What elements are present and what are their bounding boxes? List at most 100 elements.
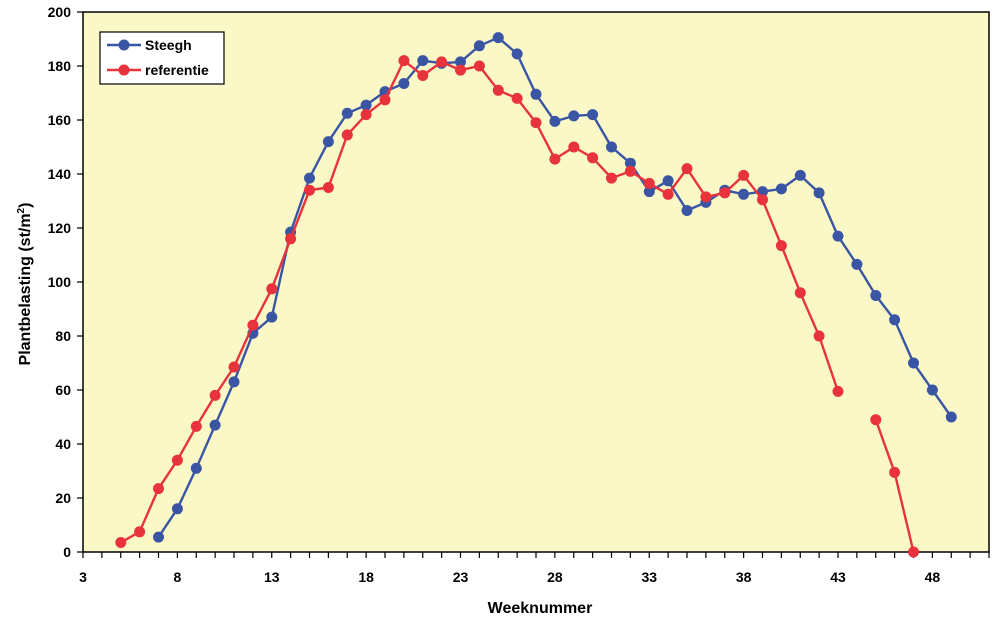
data-point	[228, 376, 240, 388]
series-referentie	[115, 55, 919, 558]
data-point	[455, 56, 466, 68]
data-point	[681, 205, 693, 216]
data-point	[511, 48, 523, 60]
data-point	[398, 55, 410, 67]
data-point	[568, 110, 580, 122]
data-point	[832, 385, 844, 397]
y-tick-label: 200	[48, 4, 72, 20]
data-point	[643, 177, 655, 189]
data-point	[436, 56, 448, 68]
y-tick-label: 100	[48, 274, 72, 290]
data-point	[153, 531, 164, 543]
data-point	[738, 188, 750, 200]
data-point	[304, 172, 315, 184]
plot-area	[82, 11, 990, 553]
data-point	[794, 287, 806, 299]
data-point	[190, 462, 202, 474]
legend-swatch-marker	[118, 39, 130, 51]
y-axis-title-sup: 2	[16, 207, 27, 213]
x-tick-label: 28	[547, 569, 563, 585]
x-tick-label: 43	[830, 569, 846, 585]
series-layer	[115, 32, 957, 558]
data-point	[266, 311, 278, 323]
data-point	[889, 466, 901, 478]
y-axis-title-main: Plantbelasting (st/m	[17, 213, 34, 365]
data-point	[322, 182, 334, 193]
data-point	[643, 186, 655, 198]
x-tick-label: 3	[79, 569, 87, 585]
series-steegh	[153, 32, 957, 543]
data-point	[398, 78, 410, 89]
x-axis: 3 8 13 18 23 28 33 38 43 48	[79, 552, 990, 585]
data-point	[190, 420, 202, 432]
data-point	[209, 419, 221, 431]
y-tick-label: 160	[48, 112, 72, 128]
y-tick-label: 60	[55, 382, 71, 398]
data-point	[417, 70, 429, 81]
data-point	[360, 99, 372, 111]
data-point	[473, 60, 485, 72]
data-point	[417, 55, 429, 67]
data-point	[738, 169, 750, 181]
data-point	[757, 194, 768, 206]
data-point	[492, 32, 504, 44]
data-point	[587, 152, 599, 164]
legend: Steegh referentie	[99, 31, 225, 85]
data-point	[813, 187, 825, 199]
data-point	[304, 184, 315, 196]
data-point	[379, 94, 391, 106]
data-point	[870, 290, 882, 301]
data-point	[624, 157, 636, 169]
x-tick-label: 23	[453, 569, 469, 585]
y-tick-label: 40	[55, 436, 71, 452]
data-point	[153, 483, 164, 495]
y-tick-label: 180	[48, 58, 72, 74]
data-point	[115, 537, 127, 548]
data-point	[681, 163, 693, 175]
data-point	[492, 84, 504, 96]
data-point	[360, 109, 372, 121]
data-point	[587, 109, 599, 121]
data-point	[549, 153, 561, 165]
legend-swatch-marker	[118, 64, 130, 76]
data-point	[341, 107, 353, 119]
data-point	[700, 191, 712, 203]
data-point	[171, 503, 183, 515]
data-point	[926, 384, 938, 396]
x-tick-label: 38	[736, 569, 752, 585]
x-tick-label: 13	[264, 569, 280, 585]
data-point	[228, 361, 240, 373]
data-point	[889, 314, 901, 326]
data-point	[511, 92, 523, 104]
data-point	[568, 141, 580, 153]
data-point	[530, 88, 542, 100]
y-tick-label: 120	[48, 220, 72, 236]
y-axis-title: Plantbelasting (st/m2)	[16, 203, 34, 366]
y-tick-label: 140	[48, 166, 72, 182]
data-point	[832, 230, 844, 242]
y-tick-label: 0	[63, 544, 71, 560]
data-point	[662, 175, 674, 187]
data-point	[209, 389, 221, 401]
data-point	[719, 187, 731, 199]
legend-label: referentie	[145, 62, 209, 78]
y-tick-label: 80	[55, 328, 71, 344]
data-point	[624, 165, 636, 177]
legend-label: Steegh	[145, 37, 192, 53]
data-point	[285, 233, 297, 245]
y-tick-label: 20	[55, 490, 71, 506]
data-point	[606, 141, 617, 153]
data-point	[851, 258, 863, 270]
data-point	[322, 136, 334, 148]
data-point	[945, 411, 957, 423]
data-point	[549, 115, 561, 127]
x-tick-label: 33	[641, 569, 657, 585]
data-point	[530, 117, 542, 129]
data-point	[794, 169, 806, 181]
x-axis-title: Weeknummer	[488, 600, 593, 617]
data-point	[473, 40, 485, 52]
data-point	[775, 240, 787, 252]
data-point	[813, 330, 825, 342]
data-point	[455, 64, 466, 76]
